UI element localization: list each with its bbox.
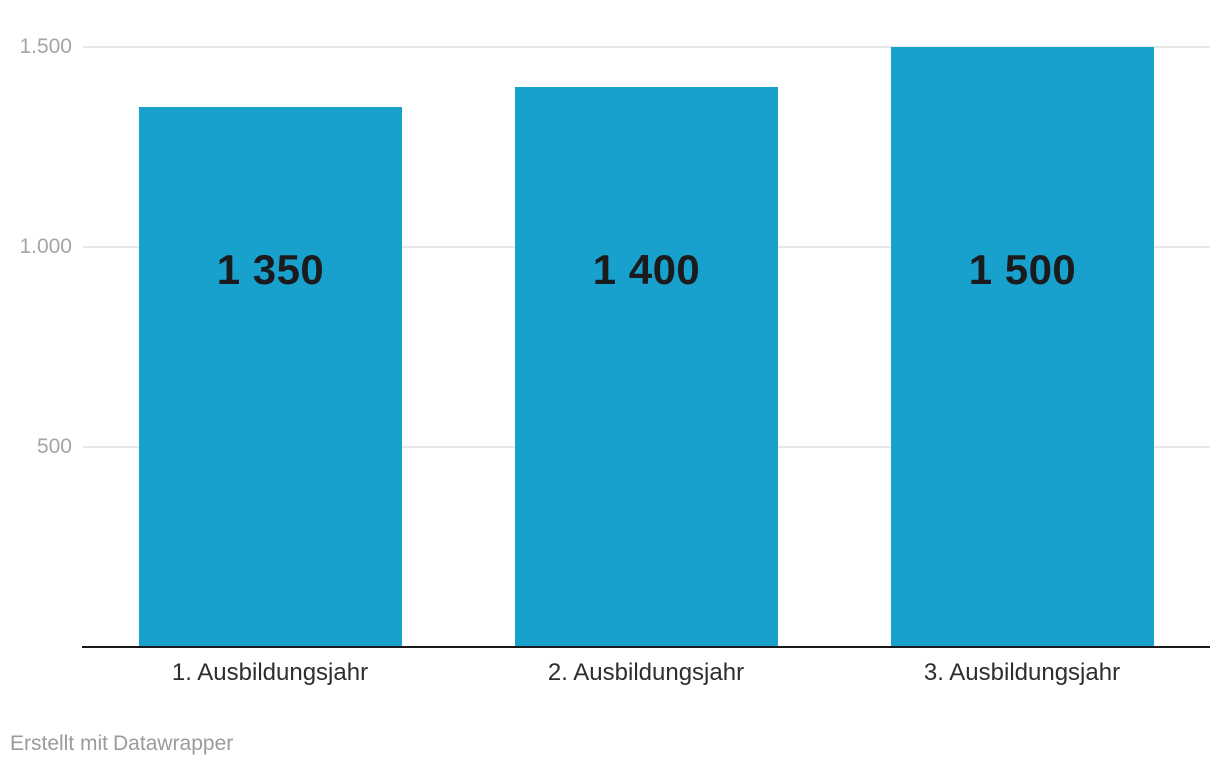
bar-3. Ausbildungsjahr bbox=[891, 47, 1154, 647]
x-axis-label-2: 2. Ausbildungsjahr bbox=[547, 659, 745, 686]
x-axis-label-3: 3. Ausbildungsjahr bbox=[923, 659, 1121, 686]
bar-1. Ausbildungsjahr bbox=[139, 107, 402, 647]
x-axis-line bbox=[82, 646, 1210, 648]
y-tick-label-500: 500 bbox=[36, 435, 72, 458]
value-label-1400: 1 400 bbox=[592, 246, 701, 293]
gridline-1.500 bbox=[83, 46, 1210, 48]
bar-2. Ausbildungsjahr bbox=[515, 87, 778, 647]
footer-attribution-text: Erstellt mit bbox=[10, 732, 109, 755]
x-axis-label-1: 1. Ausbildungsjahr bbox=[171, 659, 369, 686]
chart-footer: Erstellt mit Datawrapper bbox=[10, 732, 233, 756]
value-label-1500: 1 500 bbox=[968, 246, 1077, 293]
y-tick-label-1.000: 1.000 bbox=[19, 235, 72, 258]
value-label-1350: 1 350 bbox=[216, 246, 325, 293]
datawrapper-link[interactable]: Datawrapper bbox=[113, 732, 234, 755]
y-tick-label-1.500: 1.500 bbox=[19, 35, 72, 58]
